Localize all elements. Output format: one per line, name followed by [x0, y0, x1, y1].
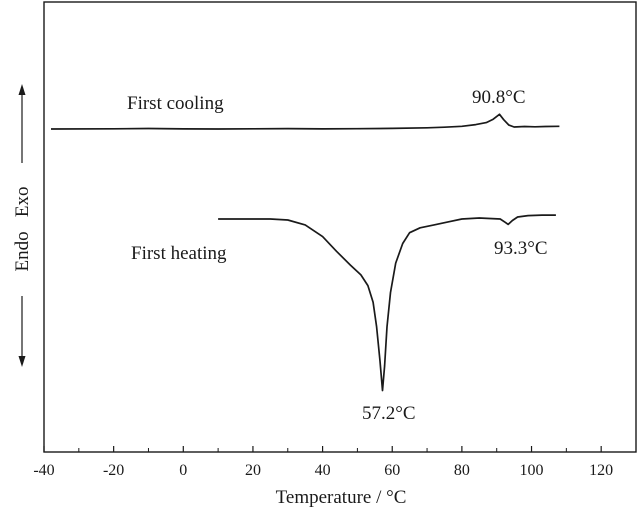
y-axis-label: Endo Exo [12, 187, 33, 272]
x-tick-label: -20 [103, 462, 124, 479]
plot-area-frame [43, 1, 637, 453]
annotation-first-heating: First heating [131, 243, 227, 264]
annotation-cooling-peak: 90.8°C [472, 87, 526, 108]
x-tick-label: -40 [33, 462, 54, 479]
x-tick-label: 100 [520, 462, 544, 479]
annotation-heating-small-peak: 93.3°C [494, 238, 548, 259]
x-tick-label: 60 [384, 462, 400, 479]
exo-arrow-head-icon [18, 84, 26, 95]
x-axis: -40 -20 0 20 40 60 80 100 120 [33, 446, 613, 479]
x-tick-label: 80 [454, 462, 470, 479]
x-tick-label: 120 [589, 462, 613, 479]
y-axis-label-group: Endo Exo [12, 84, 33, 367]
endo-arrow-head-icon [18, 356, 26, 367]
series-line-first-cooling [50, 113, 560, 130]
annotation-first-cooling: First cooling [127, 93, 224, 114]
x-axis-label: Temperature / °C [276, 487, 407, 508]
x-tick-label: 20 [245, 462, 261, 479]
series-line-first-heating [218, 214, 556, 392]
series-layer [50, 113, 560, 392]
annotation-heating-main-peak: 57.2°C [362, 403, 416, 424]
x-tick-label: 0 [179, 462, 187, 479]
x-tick-label: 40 [315, 462, 331, 479]
